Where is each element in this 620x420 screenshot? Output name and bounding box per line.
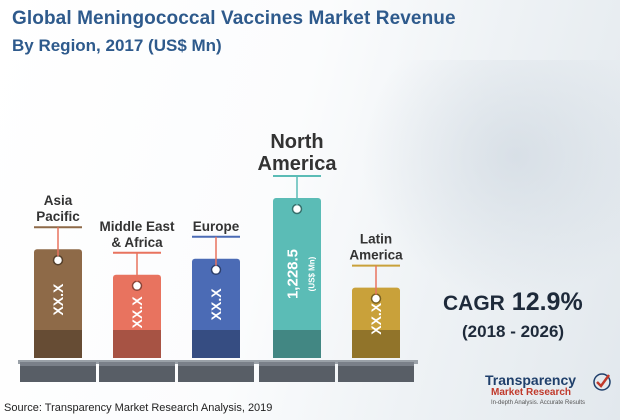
bar-tag-hole	[52, 254, 64, 266]
category-label: Latin	[360, 232, 392, 247]
bar-base-top	[20, 362, 96, 366]
bar-value-unit: (US$ Mn)	[308, 256, 317, 291]
cagr-figure: CAGR 12.9%	[443, 288, 583, 317]
bar-foot	[34, 330, 82, 358]
category-label: Asia	[44, 193, 73, 208]
bar-base	[259, 362, 335, 382]
vial-syringe-illustration	[360, 60, 620, 300]
category-label: Middle East	[99, 219, 175, 234]
bar-tag-hole	[131, 280, 143, 292]
bar-foot	[352, 330, 400, 358]
bar-value-label: 1,228.5	[285, 249, 302, 299]
bar-value-label: XX.X	[50, 283, 66, 316]
bar	[273, 198, 321, 358]
bar-base-top	[178, 362, 254, 366]
bar-base-top	[99, 362, 175, 366]
cagr-period: (2018 - 2026)	[462, 322, 565, 341]
bar-value-label: XX.X	[368, 302, 384, 335]
bar-base	[178, 362, 254, 382]
bar-group-1: Middle East& Africa XX.X	[99, 219, 175, 382]
source-note: Source: Transparency Market Research Ana…	[4, 402, 273, 414]
bar-base	[338, 362, 414, 382]
bar-base	[99, 362, 175, 382]
category-label: Europe	[193, 219, 240, 234]
bar-tag-hole	[370, 293, 382, 304]
category-label: North	[270, 131, 323, 153]
logo-name: Transparency	[485, 372, 577, 388]
cagr-label: CAGR	[443, 292, 505, 315]
bar-tag-hole	[210, 264, 222, 276]
chart-title: Global Meningococcal Vaccines Market Rev…	[12, 8, 456, 29]
bar-base-top	[259, 362, 335, 366]
bar-base-top	[338, 362, 414, 366]
bar-foot	[113, 330, 161, 358]
bar-group-2: Europe XX.X	[178, 219, 254, 382]
category-label: & Africa	[111, 235, 163, 250]
checkmark-icon	[593, 373, 611, 391]
bar-value-label: XX.X	[129, 296, 145, 329]
category-label: America	[349, 248, 403, 263]
logo-sub: Market Research	[491, 387, 572, 398]
logo-tagline: In-depth Analysis. Accurate Results	[491, 400, 586, 406]
bar-foot	[273, 330, 321, 358]
bar-foot	[192, 330, 240, 358]
category-label: America	[258, 153, 338, 175]
company-logo: Transparency Market Research In-depth An…	[485, 372, 615, 412]
bar-base	[20, 362, 96, 382]
bar-value-label: XX.X	[208, 288, 224, 321]
category-label: Pacific	[36, 209, 80, 224]
chart-subtitle: By Region, 2017 (US$ Mn)	[12, 36, 222, 55]
bar-tag-hole	[291, 203, 303, 215]
cagr-value: 12.9%	[511, 288, 583, 316]
